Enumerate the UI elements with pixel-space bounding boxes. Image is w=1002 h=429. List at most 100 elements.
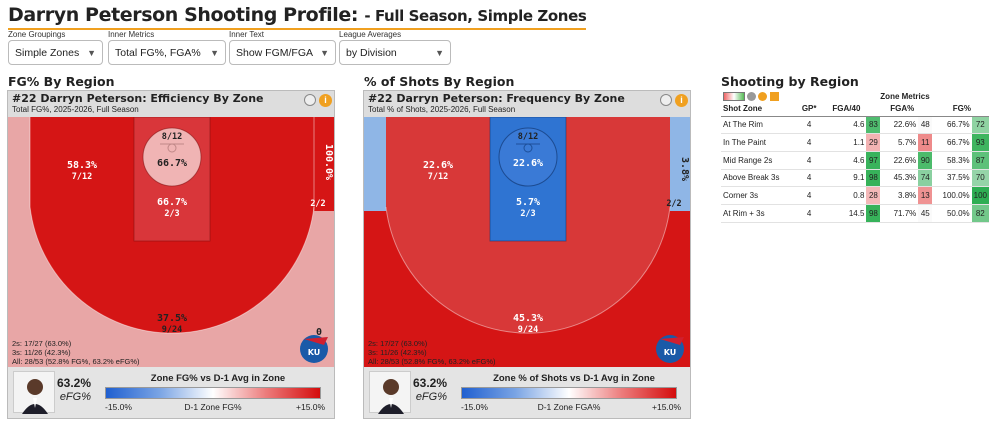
team-logo: KU (656, 335, 684, 363)
stat-all: All: 28/53 (52.8% FG%, 63.2% eFG%) (12, 357, 140, 366)
info-icon[interactable] (758, 91, 768, 101)
player-photo (369, 371, 411, 414)
paint-frac: 2/3 (520, 209, 535, 219)
row-fga-pct: 71.7% (880, 204, 919, 223)
row-zone: Mid Range 2s (721, 151, 798, 170)
row-fg-percentile: 70 (971, 169, 989, 188)
table-row: Corner 3s 4 0.8 28 3.8% 13 100.0% 100 (721, 186, 989, 205)
league-averages-select[interactable]: by Division ▼ (339, 40, 451, 65)
zone-corner-3[interactable] (314, 117, 335, 211)
col-gp[interactable]: GP* (797, 102, 821, 117)
toggle-icon[interactable] (304, 94, 316, 106)
row-gp: 4 (797, 133, 821, 152)
league-averages-label: League Averages (339, 30, 402, 39)
corner-extra: 0 (316, 327, 322, 338)
row-gp: 4 (797, 116, 821, 135)
efg-value: 63.2% (412, 376, 447, 390)
title-main: Darryn Peterson Shooting Profile: (8, 4, 359, 26)
toggle-icon[interactable] (660, 94, 672, 106)
row-fg-percentile: 93 (971, 133, 989, 152)
zone-corner-3[interactable] (670, 117, 691, 211)
info-icon[interactable]: i (319, 94, 332, 107)
row-fga40: 4.6 (820, 151, 867, 170)
paint-frac: 2/3 (164, 209, 179, 219)
zone-groupings-select[interactable]: Simple Zones ▼ (8, 40, 103, 65)
shooting-table: Zone Metrics Shot Zone GP* FGA/40 FGA% F… (721, 90, 989, 223)
row-fga40: 9.1 (820, 169, 867, 188)
league-averages-control: League Averages by Division ▼ (339, 30, 451, 65)
col-fga-pct[interactable]: FGA% (880, 102, 933, 117)
col-fga40[interactable]: FGA/40 (820, 102, 881, 117)
table-toolbar (721, 90, 821, 102)
zone-corner-3-left[interactable] (364, 117, 386, 211)
zone-groupings-control: Zone Groupings Simple Zones ▼ (8, 30, 103, 65)
table-row: At Rim + 3s 4 14.5 98 71.7% 45 50.0% 82 (721, 204, 989, 223)
row-fga-percentile: 90 (918, 151, 933, 170)
ab3-frac: 9/24 (518, 325, 538, 335)
row-fg-percentile: 82 (971, 204, 989, 223)
col-shot-zone[interactable]: Shot Zone (721, 102, 798, 117)
player-photo (13, 371, 55, 414)
row-fga-pct: 5.7% (880, 133, 919, 152)
row-fg-pct: 37.5% (932, 169, 972, 188)
col-fg-pct[interactable]: FG% (932, 102, 989, 117)
table-group-header: Zone Metrics (721, 90, 989, 102)
inner-text-select[interactable]: Show FGM/FGA ▼ (229, 40, 336, 65)
stat-3s: 3s: 11/26 (42.3%) (12, 348, 71, 357)
stat-3s: 3s: 11/26 (42.3%) (368, 348, 427, 357)
efficiency-panel: #22 Darryn Peterson: Efficiency By Zone … (7, 90, 335, 419)
mid-pct: 58.3% (67, 160, 97, 171)
rim-frac: 8/12 (162, 132, 182, 142)
corner-frac: 2/2 (666, 199, 681, 209)
season-stats: 2s: 17/27 (63.0%) 3s: 11/26 (42.3%) All:… (368, 339, 496, 366)
inner-metrics-select[interactable]: Total FG%, FGA% ▼ (108, 40, 226, 65)
toggle-icon[interactable] (747, 91, 757, 101)
inner-text-control: Inner Text Show FGM/FGA ▼ (229, 30, 336, 65)
color-scale-icon[interactable] (723, 91, 745, 101)
chevron-down-icon: ▼ (87, 47, 96, 58)
hoop (167, 143, 177, 153)
row-gp: 4 (797, 204, 821, 223)
rim-frac: 8/12 (518, 132, 538, 142)
row-fga40: 4.6 (820, 116, 867, 135)
row-fga40-percentile: 29 (866, 133, 881, 152)
row-fga-pct: 22.6% (880, 116, 919, 135)
zone-metrics-header: Zone Metrics (880, 91, 930, 101)
row-fga40-percentile: 98 (866, 169, 881, 188)
inner-text-label: Inner Text (229, 30, 264, 39)
corner-pct: 100.0% (323, 144, 334, 180)
zone-rim[interactable] (142, 127, 202, 187)
download-icon[interactable] (769, 91, 779, 101)
row-fg-pct: 66.7% (932, 133, 972, 152)
row-fga40-percentile: 98 (866, 204, 881, 223)
legend-gradient (461, 387, 677, 399)
panel-header: #22 Darryn Peterson: Efficiency By Zone … (8, 91, 334, 117)
zone-groupings-value: Simple Zones (15, 46, 80, 59)
team-logo: KU (300, 335, 328, 363)
shots-by-region-heading: % of Shots By Region (364, 74, 515, 89)
table-header-row: Shot Zone GP* FGA/40 FGA% FG% (721, 102, 989, 117)
legend-mid: D-1 Zone FGA% (537, 402, 601, 412)
fg-by-region-heading: FG% By Region (8, 74, 115, 89)
stat-2s: 2s: 17/27 (63.0%) (368, 339, 428, 348)
three-point-arc (385, 206, 671, 334)
mid-frac: 7/12 (428, 172, 448, 182)
corner-frac: 2/2 (310, 199, 325, 209)
row-fga40: 14.5 (820, 204, 867, 223)
legend-gradient (105, 387, 321, 399)
stat-all: All: 28/53 (52.8% FG%, 63.2% eFG%) (368, 357, 496, 366)
info-icon[interactable]: i (675, 94, 688, 107)
row-gp: 4 (797, 151, 821, 170)
rim-pct: 66.7% (157, 158, 187, 169)
inner-metrics-label: Inner Metrics (108, 30, 155, 39)
row-fg-percentile: 100 (971, 186, 989, 205)
ab3-pct: 37.5% (157, 313, 187, 324)
zone-rim[interactable] (498, 127, 558, 187)
efg-label: eFG% (415, 391, 447, 403)
page-title: Darryn Peterson Shooting Profile: - Full… (8, 3, 587, 30)
table-row: Above Break 3s 4 9.1 98 45.3% 74 37.5% 70 (721, 169, 989, 188)
table-row: In The Paint 4 1.1 29 5.7% 11 66.7% 93 (721, 133, 989, 152)
table-row: At The Rim 4 4.6 83 22.6% 48 66.7% 72 (721, 116, 989, 135)
table-body: At The Rim 4 4.6 83 22.6% 48 66.7% 72 In The Pai… (721, 116, 989, 223)
efg-label: eFG% (59, 391, 91, 403)
